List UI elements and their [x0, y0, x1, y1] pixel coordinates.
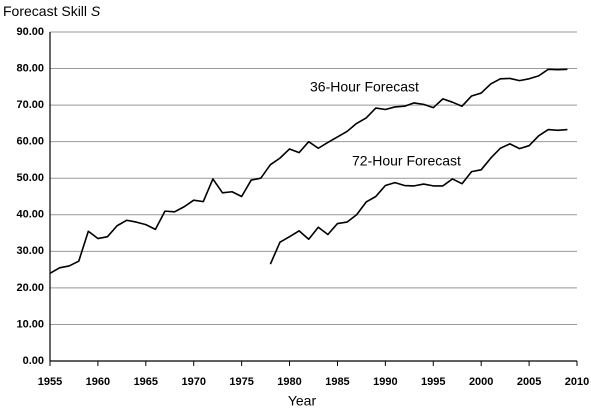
x-tick-label: 1975	[229, 376, 253, 388]
x-tick-label: 2010	[565, 376, 589, 388]
y-tick-label: 10.00	[16, 318, 44, 330]
y-tick-label: 40.00	[16, 209, 44, 221]
x-tick-label: 1960	[86, 376, 110, 388]
annotation: 36-Hour Forecast	[310, 79, 419, 95]
y-tick-label: 20.00	[16, 282, 44, 294]
x-tick-label: 1965	[134, 376, 158, 388]
y-tick-label: 70.00	[16, 99, 44, 111]
x-tick-label: 1995	[421, 376, 445, 388]
x-tick-label: 1985	[325, 376, 349, 388]
y-tick-label: 30.00	[16, 245, 44, 257]
y-tick-label: 0.00	[23, 355, 44, 367]
x-tick-label: 1980	[277, 376, 301, 388]
x-axis-label: Year	[288, 393, 317, 409]
series-line	[269, 128, 568, 265]
y-tick-label: 50.00	[16, 172, 44, 184]
annotation: 72-Hour Forecast	[352, 153, 461, 169]
y-tick-label: 80.00	[16, 62, 44, 74]
x-tick-label: 1990	[373, 376, 397, 388]
y-tick-label: 60.00	[16, 136, 44, 148]
y-axis-label: Forecast Skill S	[3, 3, 101, 19]
y-axis-symbol: S	[91, 3, 101, 19]
y-tick-label: 90.00	[16, 26, 44, 38]
x-tick-label: 1970	[181, 376, 205, 388]
x-tick-label: 2005	[517, 376, 541, 388]
series-line	[49, 68, 568, 274]
y-axis-label-text: Forecast Skill	[3, 3, 87, 19]
x-tick-label: 1955	[38, 376, 62, 388]
x-tick-label: 2000	[469, 376, 493, 388]
